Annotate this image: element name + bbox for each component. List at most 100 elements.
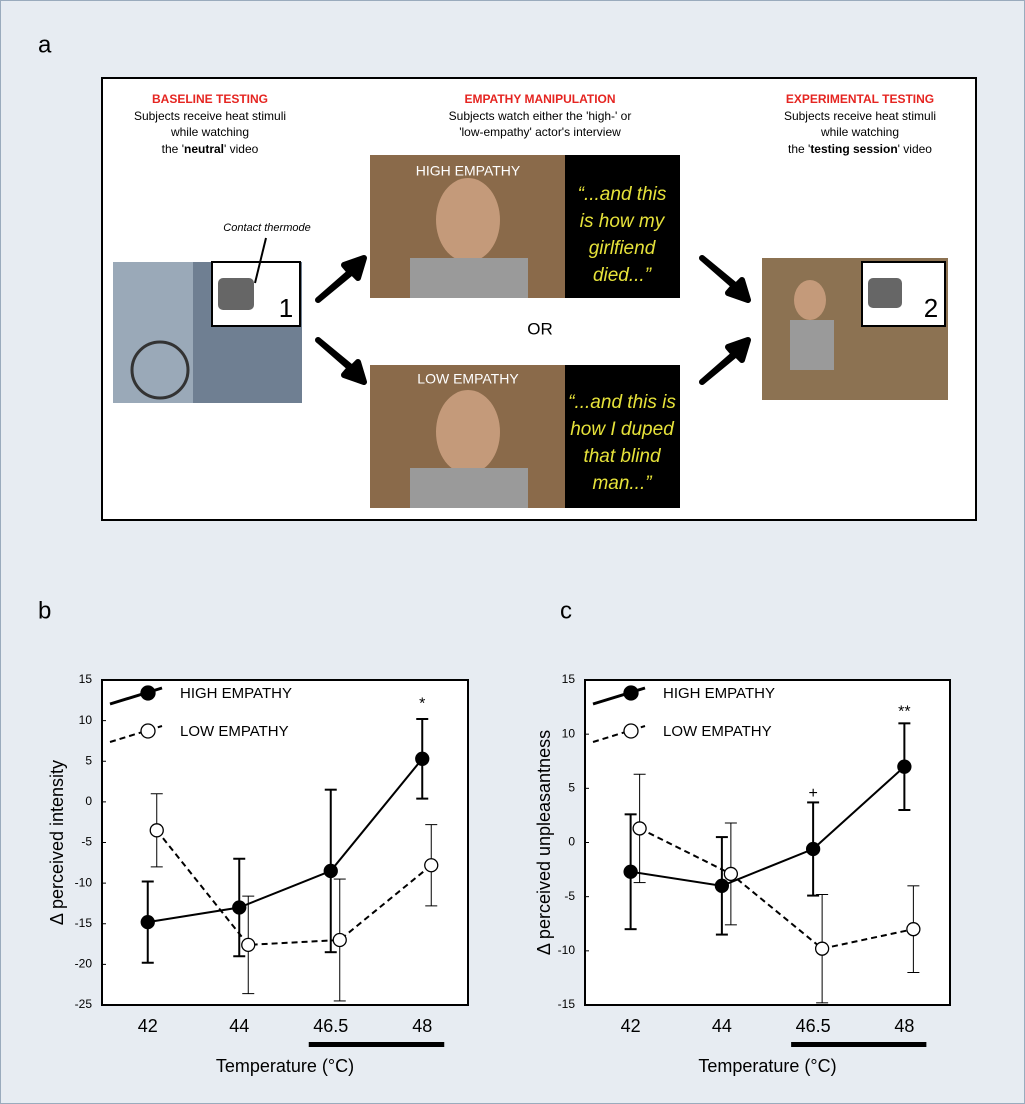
y-tick-label: -15 (558, 997, 576, 1011)
x-tick-label: 42 (621, 1016, 641, 1036)
x-axis-label: Temperature (°C) (216, 1056, 354, 1076)
range-bar (308, 1042, 445, 1047)
heading: EMPATHY MANIPULATION (464, 92, 615, 106)
y-tick-label: -5 (564, 889, 575, 903)
marker (415, 751, 430, 766)
y-tick-label: -15 (75, 916, 93, 930)
quote-line: that blind (583, 446, 662, 467)
quote-line: “...and this is (568, 392, 676, 413)
quote-line: is how my (580, 211, 666, 232)
photo-detail (410, 258, 528, 298)
photo-detail (436, 178, 500, 262)
marker (241, 937, 256, 953)
plot-frame (101, 679, 469, 1006)
y-axis-label: Δ perceived intensity (47, 760, 67, 925)
marker (232, 900, 247, 915)
y-tick-label: 15 (79, 672, 93, 686)
y-tick-label: -10 (75, 875, 93, 889)
plot-frame (584, 679, 951, 1006)
x-tick-label: 42 (138, 1016, 158, 1036)
quote-line: man...” (592, 473, 653, 494)
pointer (254, 237, 267, 284)
y-tick-label: 15 (562, 672, 576, 686)
y-tick-label: 5 (568, 781, 575, 795)
y-tick-label: 0 (568, 835, 575, 849)
marker (632, 821, 647, 836)
desc: Subjects receive heat stimuli (784, 109, 936, 123)
y-tick-label: -25 (75, 997, 93, 1011)
y-tick-label: -20 (75, 957, 93, 971)
thermode (218, 278, 254, 310)
y-tick-label: -5 (81, 835, 92, 849)
arrows (315, 255, 751, 385)
desc: the 'neutral' video (162, 142, 259, 156)
desc: while watching (170, 125, 249, 139)
series-line (147, 758, 424, 924)
video-frame (113, 262, 193, 403)
photo-detail (130, 340, 190, 400)
series-line (639, 827, 914, 950)
quote-box (565, 365, 680, 508)
desc-bold: neutral (184, 142, 224, 156)
marker (149, 823, 164, 838)
step: 1 (279, 293, 293, 323)
desc-part: ' video (224, 142, 259, 156)
x-tick-label: 44 (229, 1016, 249, 1036)
x-tick-label: 44 (712, 1016, 732, 1036)
legend-marker (140, 685, 156, 701)
marker (332, 932, 347, 948)
marker (323, 863, 338, 879)
y-axis-label: Δ perceived unpleasantness (534, 730, 554, 955)
quote-box (565, 155, 680, 298)
quote: “...and this is how my girlfiend died...… (578, 184, 667, 286)
legend-marker (140, 723, 156, 739)
x-tick-label: 48 (894, 1016, 914, 1036)
step: 2 (924, 293, 938, 323)
marker (814, 941, 830, 956)
marker (714, 878, 730, 893)
photo-detail (410, 468, 528, 508)
desc: the 'testing session' video (788, 142, 932, 156)
legend-marker (623, 723, 639, 739)
desc: while watching (820, 125, 899, 139)
x-tick-label: 48 (412, 1016, 432, 1036)
marker (906, 922, 921, 937)
photo-detail (790, 320, 834, 370)
series-line (630, 765, 906, 887)
marker (805, 841, 821, 857)
y-tick-label: 5 (85, 753, 92, 767)
marker (723, 866, 739, 882)
panel-label: b (38, 597, 51, 624)
quote-line: how I duped (570, 419, 675, 440)
x-axis-label: Temperature (°C) (698, 1056, 836, 1076)
marker (424, 858, 439, 873)
desc-part: the ' (788, 142, 810, 156)
legend-label: HIGH EMPATHY (180, 685, 292, 702)
annotation: * (419, 696, 425, 713)
quote-line: “...and this (578, 184, 667, 205)
desc-part: ' video (898, 142, 933, 156)
legend-label: LOW EMPATHY (180, 723, 289, 740)
desc: Subjects watch either the 'high-' or (449, 109, 632, 123)
quote-line: girlfiend (589, 238, 657, 259)
x-tick-label: 46.5 (796, 1016, 831, 1036)
video-tag: LOW EMPATHY (417, 371, 519, 387)
marker (140, 914, 155, 930)
desc-bold: testing session (810, 142, 897, 156)
annotation: + (808, 785, 817, 802)
desc: 'low-empathy' actor's interview (459, 125, 621, 139)
marker (897, 759, 912, 774)
desc: Subjects receive heat stimuli (134, 109, 286, 123)
y-tick-label: 10 (79, 713, 93, 727)
marker (623, 864, 638, 879)
y-tick-label: -10 (558, 943, 576, 957)
quote-line: died...” (593, 265, 653, 286)
quote: “...and this is how I duped that blind m… (568, 392, 676, 494)
thermode-label: Contact thermode (223, 222, 310, 234)
photo-detail (794, 280, 826, 320)
legend-label: LOW EMPATHY (663, 723, 772, 740)
legend-marker (623, 685, 639, 701)
panel-label: c (560, 597, 572, 624)
